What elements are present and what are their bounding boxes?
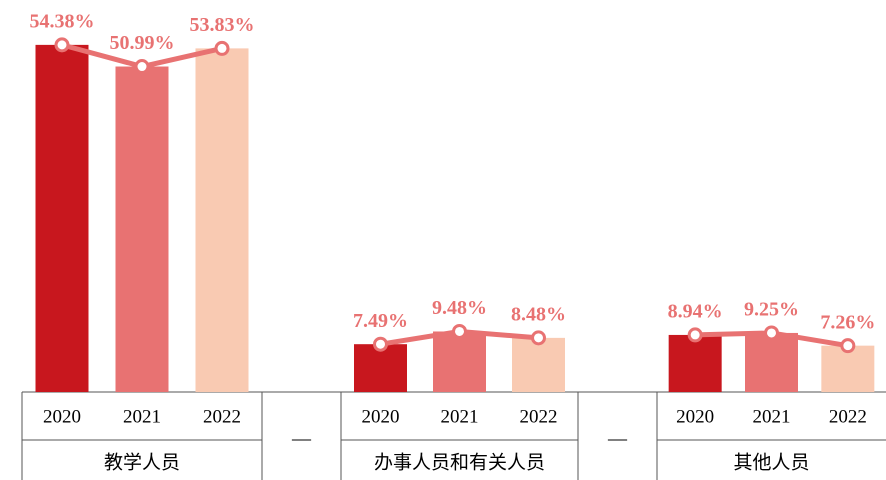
point [840, 338, 856, 354]
x-tick-label: 2021 [441, 406, 479, 427]
bar [433, 331, 486, 392]
x-category-label: — [291, 428, 312, 449]
bar [195, 48, 249, 393]
x-category-label: — [607, 428, 628, 449]
bar [821, 345, 875, 392]
point [452, 323, 467, 339]
data-label: 8.94% [668, 301, 723, 323]
bar [668, 334, 722, 392]
data-label: 7.49% [353, 310, 408, 332]
point [764, 325, 779, 341]
bar [512, 337, 565, 392]
x-tick-label: 2022 [520, 406, 558, 427]
point [134, 59, 150, 75]
data-label: 7.26% [820, 311, 875, 333]
data-label: 9.48% [432, 297, 487, 319]
bar [745, 332, 798, 392]
bar [35, 44, 89, 393]
x-tick-label: 2020 [362, 406, 400, 427]
data-label: 50.99% [110, 32, 175, 54]
data-label: 9.25% [744, 299, 799, 321]
x-tick-label: 2022 [203, 406, 241, 427]
x-tick-label: 2021 [123, 406, 161, 427]
point [54, 37, 70, 53]
point [531, 330, 546, 346]
x-category-label: 办事人员和有关人员 [374, 451, 545, 473]
data-label: 53.83% [190, 14, 255, 36]
bar [115, 66, 169, 393]
data-label: 8.48% [511, 303, 566, 325]
point [687, 327, 703, 343]
point [214, 40, 230, 56]
x-tick-label: 2022 [829, 406, 867, 427]
x-category-label: 教学人员 [104, 451, 180, 473]
point [373, 336, 388, 352]
x-tick-label: 2020 [676, 406, 714, 427]
data-label: 54.38% [30, 10, 95, 32]
bar [354, 344, 407, 392]
x-tick-label: 2020 [43, 406, 81, 427]
x-tick-label: 2021 [753, 406, 791, 427]
x-category-label: 其他人员 [733, 451, 809, 473]
